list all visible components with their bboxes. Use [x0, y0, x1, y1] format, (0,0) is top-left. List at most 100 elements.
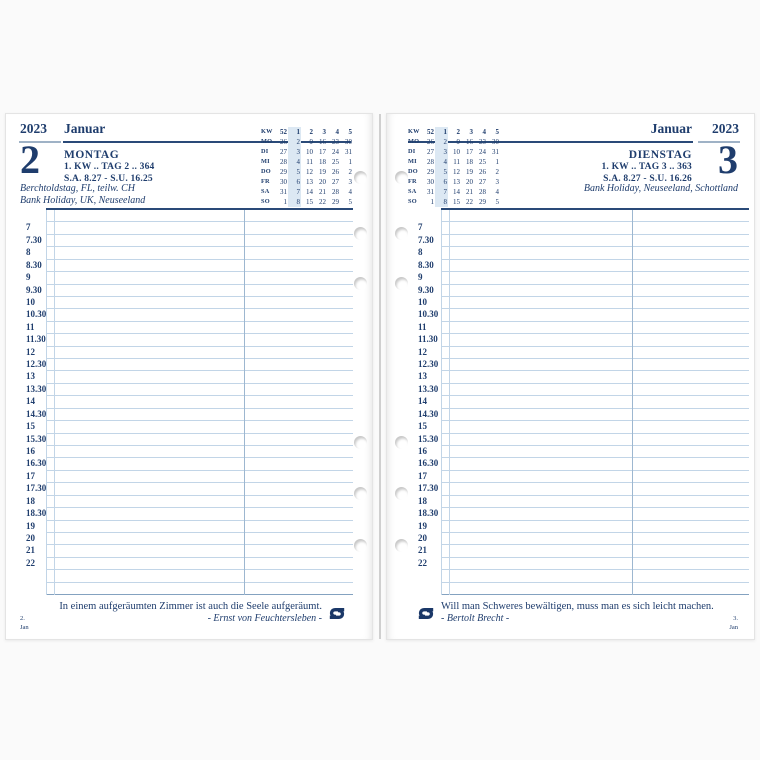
time-label: 11: [26, 321, 35, 332]
diary-page-right: Januar 2023 3 DIENSTAG 1. KW .. TAG 3 ..…: [386, 113, 755, 640]
time-slot-row: 9: [418, 272, 749, 285]
time-slot-row: 8.30: [26, 260, 353, 273]
mini-cal-cell: 10: [306, 148, 313, 156]
binder-hole: [395, 277, 408, 290]
time-label: 18.30: [418, 508, 439, 519]
time-slot-row: 13.30: [26, 384, 353, 397]
holiday-note: Bank Holiday, Neuseeland, Schottland: [583, 183, 738, 194]
time-label: 22: [418, 557, 427, 568]
time-label: 13.30: [418, 383, 439, 394]
quote-text: Will man Schweres bewältigen, muss man e…: [441, 601, 714, 612]
mini-cal-cell: 2: [495, 168, 500, 176]
mini-cal-cell: 18: [466, 158, 473, 166]
mini-cal-cell: 28: [332, 188, 339, 196]
mini-cal-cell: 12: [306, 168, 313, 176]
mini-cal-cell: 21: [466, 188, 473, 196]
mini-cal-cell: 15: [453, 198, 460, 206]
time-label: 9.30: [26, 284, 42, 295]
mini-cal-cell: 2: [456, 128, 461, 136]
time-slot-row: 12.30: [26, 359, 353, 372]
time-slot-row: 7: [418, 222, 749, 235]
time-label: 11.30: [418, 334, 438, 345]
time-label: 18: [418, 495, 427, 506]
time-label: 16: [26, 446, 35, 457]
time-slot-row: 18: [418, 496, 749, 509]
mini-cal-cell: 28: [280, 158, 287, 166]
mini-cal-cell: 1: [348, 158, 353, 166]
time-slot-row: 14.30: [26, 409, 353, 422]
header-underline: [408, 141, 693, 143]
year-label: 2023: [712, 121, 739, 136]
mini-cal-cell: 11: [453, 158, 460, 166]
mini-cal-row-label: MO: [261, 138, 273, 145]
mini-cal-cell: 1: [288, 127, 301, 137]
time-label: 7: [26, 222, 31, 233]
time-slot-row: 10.30: [26, 309, 353, 322]
time-label: 13: [26, 371, 35, 382]
corner-month: Jan: [20, 623, 29, 631]
mini-cal-cell: 31: [427, 188, 434, 196]
mini-cal-cell: 8: [435, 197, 448, 207]
page-corner-date: 2. Jan: [20, 615, 29, 632]
time-label: 14.30: [418, 408, 439, 419]
weekday-label: MONTAG: [64, 149, 120, 161]
time-label: 13.30: [26, 383, 47, 394]
mini-cal-cell: 25: [332, 158, 339, 166]
time-slot-row: 20: [26, 533, 353, 546]
time-label: 16.30: [418, 458, 439, 469]
time-slot-row: 10: [418, 297, 749, 310]
mini-cal-cell: 31: [345, 148, 352, 156]
sigel-logo-icon: [418, 607, 434, 620]
mini-cal-row-label: FR: [408, 178, 417, 185]
mini-cal-cell: 2: [435, 137, 448, 147]
time-slot-row: [46, 583, 353, 596]
mini-cal-day-row: SA 31 7 14 21 28 4: [261, 187, 353, 197]
mini-cal-cell: 16: [319, 138, 326, 146]
time-slot-row: 8.30: [418, 260, 749, 273]
mini-cal-row-label: SA: [408, 188, 417, 195]
time-slot-row: 11.30: [26, 334, 353, 347]
time-slot-row: 18.30: [26, 508, 353, 521]
time-slot-row: [441, 570, 749, 583]
mini-cal-day-row: DI 27 3 10 17 24 31: [261, 147, 353, 157]
year-label: 2023: [20, 121, 47, 136]
mini-cal-day-row: SA 31 7 14 21 28 4: [408, 187, 500, 197]
mini-cal-cell: 4: [348, 188, 353, 196]
time-label: 7.30: [26, 234, 42, 245]
mini-cal-cell: 1: [283, 198, 288, 206]
mini-cal-cell: 27: [280, 148, 287, 156]
time-slot-row: 15: [418, 421, 749, 434]
mini-cal-cell: 14: [306, 188, 313, 196]
time-label: 18.30: [26, 508, 47, 519]
day-schedule-grid: 7 7.30 8 8.30 9 9.30 10 10.30 11 11.30 12 12.30 13 13…: [26, 208, 353, 596]
binder-hole: [354, 539, 367, 552]
mini-cal-cell: 4: [288, 157, 301, 167]
mini-cal-cell: 3: [435, 147, 448, 157]
time-label: 22: [26, 557, 35, 568]
binder-hole: [354, 436, 367, 449]
mini-cal-cell: 27: [332, 178, 339, 186]
time-slot-row: 9.30: [418, 285, 749, 297]
mini-cal-cell: 30: [280, 178, 287, 186]
mini-cal-cell: 13: [453, 178, 460, 186]
binder-hole: [395, 539, 408, 552]
mini-cal-cell: 19: [466, 168, 473, 176]
time-slot-row: 19: [418, 521, 749, 533]
time-slot-row: [441, 583, 749, 596]
week-day-count-info: 1. KW .. TAG 3 .. 363: [601, 162, 692, 172]
mini-cal-row-label: KW: [261, 128, 273, 135]
mini-cal-cell: 5: [495, 128, 500, 136]
binding-fold: [379, 114, 381, 639]
mini-cal-cell: 1: [495, 158, 500, 166]
time-slot-row: 15.30: [418, 434, 749, 447]
time-slot-row: 14: [418, 396, 749, 409]
binder-hole: [354, 171, 367, 184]
mini-cal-row-label: MI: [261, 158, 270, 165]
mini-cal-cell: 13: [306, 178, 313, 186]
time-slot-row: 22: [418, 558, 749, 571]
mini-cal-cell: 19: [319, 168, 326, 176]
mini-cal-day-row: DO 29 5 12 19 26 2: [261, 167, 353, 177]
time-label: 14: [418, 396, 427, 407]
mini-cal-row-label: DI: [261, 148, 269, 155]
